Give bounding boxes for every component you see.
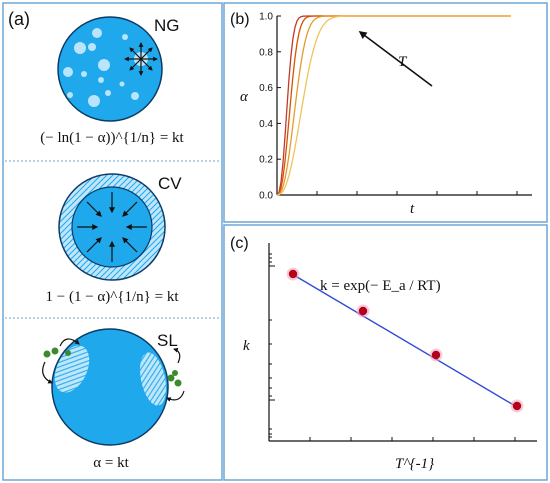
panel-a: (a) [2,2,223,481]
panel-b-temperature-arrow [358,31,433,87]
panel-b-y-tick-label: 0.0 [259,191,273,202]
panel-c-equation: k = exp(− E_a / RT) [320,278,441,294]
panel-b: (b) α t 0.0 0.2 0.4 0.6 0.8 1.0 T [223,2,548,223]
cv-equation: 1 − (1 − α)^{1/n} = kt [45,289,179,305]
panel-b-x-label: t [410,201,415,217]
sl-patch-right [139,352,167,406]
sl-patch-left [54,345,90,393]
panel-b-plot: 0.0 0.2 0.4 0.6 0.8 1.0 T [259,12,532,202]
panel-b-label: (b) [230,11,250,28]
ng-equation: (− ln(1 − α))^{1/n} = kt [40,130,184,146]
panel-b-curve [276,15,511,196]
panel-c: (c) k T^{-1} k = exp(− E_a / RT) [223,224,548,481]
nucleation-growth-diagram: NG [57,16,180,122]
panel-c-border [223,224,548,481]
panel-a-border [2,2,223,481]
panel-c-point [288,269,298,279]
ng-sphere [57,16,163,122]
cv-tag: CV [158,174,182,193]
panel-b-border [223,2,548,223]
panel-b-y-tick-label: 0.2 [259,155,273,166]
panel-b-y-tick-label: 0.4 [259,119,273,130]
ng-growth-arrows [124,42,158,76]
cv-arrows [77,192,147,262]
panel-c-plot [268,243,537,442]
panel-b-arrow-label: T [398,54,408,70]
sl-tag: SL [157,331,178,350]
panel-b-y-tick-label: 0.8 [259,47,273,58]
panel-b-y-tick-label: 0.6 [259,83,273,94]
panel-c-label: (c) [230,235,249,252]
panel-c-x-label: T^{-1} [395,456,434,472]
panel-c-point [431,350,441,360]
surface-layer-diagram: SL [42,328,185,446]
sl-equation: α = kt [93,455,129,471]
panel-b-curve [276,15,511,196]
panel-c-point [512,401,522,411]
contracting-volume-diagram: CV [58,173,182,281]
ng-tag: NG [154,16,180,35]
sl-particles [43,347,182,387]
panel-c-fit-line [291,273,518,408]
sl-arrows [42,338,185,402]
panel-b-curve [276,15,511,196]
panel-c-point [358,306,368,316]
panel-a-label: (a) [8,9,30,29]
panel-b-curve [276,15,511,196]
panel-b-y-tick-label: 1.0 [259,12,273,23]
panel-b-y-label: α [240,89,249,105]
panel-c-y-label: k [243,338,250,354]
